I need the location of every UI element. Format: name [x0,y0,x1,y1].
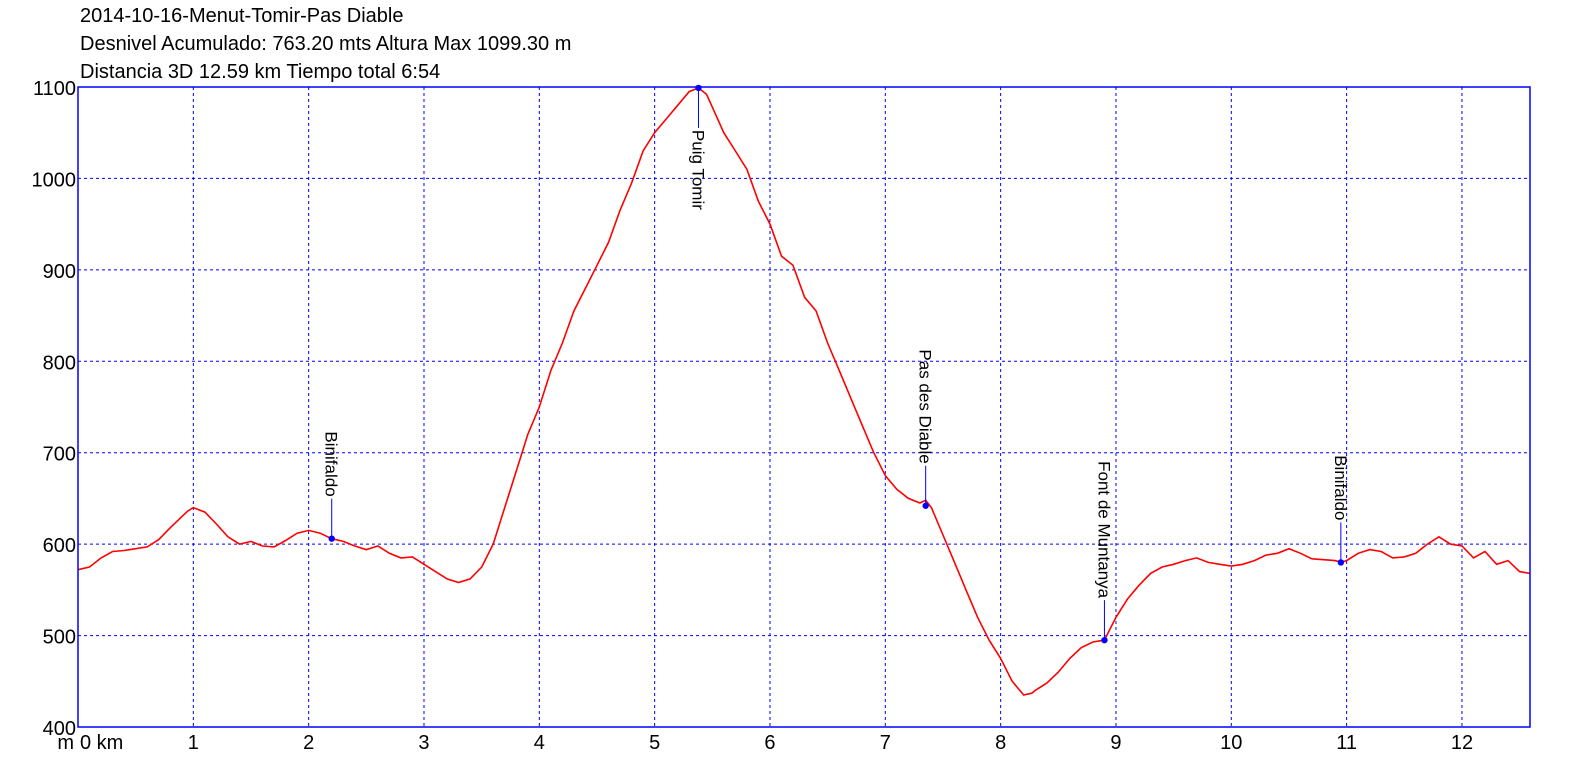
x-axis-ticks: 0 km 1 2 3 4 5 6 7 8 9 10 11 12 [80,732,1473,754]
chart-title: 2014-10-16-Menut-Tomir-Pas Diable [80,5,404,27]
waypoint-dot [1101,636,1108,644]
x-tick-label: 6 [764,732,775,754]
x-tick-label: 5 [649,732,660,754]
x-tick-label: 1 [188,732,199,754]
waypoint: Binifaldo [1331,455,1350,566]
waypoint: Pas des Diable [916,349,935,509]
waypoint-dot [695,84,702,92]
waypoint-markers: Binifaldo Puig Tomir Pas des Diable Font de… [322,84,1350,644]
chart-subtitle-elevation: Desnivel Acumulado: 763.20 mts Altura Ma… [80,33,572,55]
y-tick-label: 1000 [32,169,77,191]
waypoint-label: Pas des Diable [916,349,935,463]
plot-frame [77,86,1531,728]
x-tick-label: 2 [303,732,314,754]
x-tick-label: 12 [1451,732,1473,754]
y-tick-label: 500 [43,627,76,649]
elevation-line [77,86,1531,696]
waypoint-label: Binifaldo [1331,455,1350,520]
y-axis-unit-label: m [57,732,74,754]
waypoint-label: Font de Muntanya [1094,461,1113,599]
waypoint: Puig Tomir [688,84,707,210]
x-tick-label: 0 km [80,732,123,754]
x-tick-label: 8 [995,732,1006,754]
y-tick-label: 1100 [33,78,76,100]
waypoint-dot [328,535,335,542]
waypoint-label: Binifaldo [322,431,341,496]
y-tick-label: 600 [43,535,76,557]
waypoint: Binifaldo [322,431,341,542]
x-tick-label: 10 [1220,732,1242,754]
waypoint-label: Puig Tomir [688,130,707,210]
y-tick-label: 900 [43,261,76,283]
y-tick-label: 400 [43,718,76,740]
x-tick-label: 9 [1110,732,1121,754]
x-tick-label: 3 [418,732,429,754]
chart-subtitle-distance: Distancia 3D 12.59 km Tiempo total 6:54 [80,61,441,83]
y-tick-label: 800 [43,352,76,374]
y-tick-label: 700 [43,444,76,466]
waypoint: Font de Muntanya [1094,461,1113,644]
x-tick-label: 4 [534,732,545,754]
x-tick-label: 7 [880,732,891,754]
waypoint-dot [1337,559,1345,566]
waypoint-dot [922,502,929,509]
y-axis-ticks: 400 500 600 700 800 900 1000 1100 [32,78,77,740]
x-tick-label: 11 [1336,732,1357,754]
grid-lines [78,87,1530,727]
